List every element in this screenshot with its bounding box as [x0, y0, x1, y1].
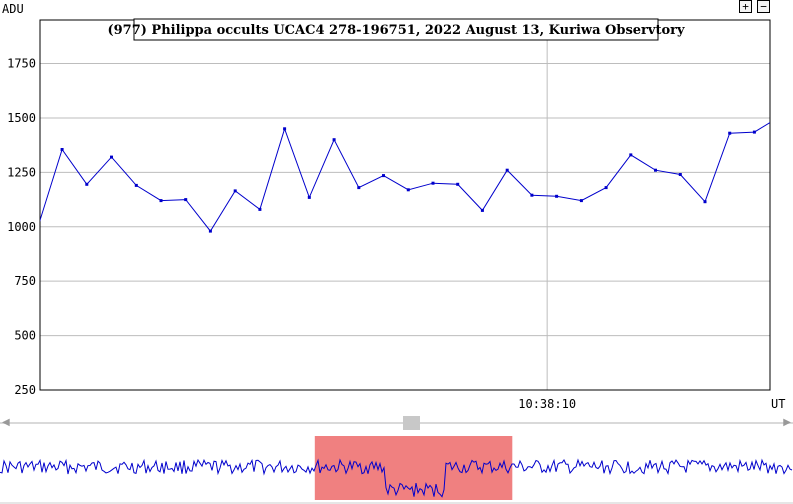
grid-lines	[40, 20, 770, 390]
data-point	[678, 173, 682, 176]
data-point	[208, 229, 212, 233]
x-tick-label: 10:38:10	[518, 397, 576, 411]
data-point	[752, 130, 756, 134]
data-point	[159, 199, 163, 203]
data-point	[505, 168, 509, 172]
data-point	[629, 153, 633, 157]
scrollbar-track[interactable]	[0, 422, 793, 424]
data-point	[431, 181, 435, 185]
data-point	[406, 188, 410, 192]
x-tick-labels: 10:38:1010:38:2010:38:3010:38:40	[518, 397, 576, 411]
data-point	[184, 198, 188, 202]
plot-frame	[39, 19, 771, 391]
data-point	[36, 227, 39, 230]
x-axis-label: UT	[771, 397, 785, 411]
overview-lightcurve	[0, 458, 793, 498]
data-point	[357, 186, 361, 190]
y-tick-label: 1250	[7, 165, 36, 179]
data-point	[728, 131, 732, 135]
y-tick-label: 1750	[7, 57, 36, 71]
data-point	[332, 138, 336, 142]
data-point	[258, 207, 262, 211]
y-tick-label: 500	[14, 329, 36, 343]
data-point	[110, 155, 113, 159]
data-point	[555, 194, 559, 198]
chart-title-box: (977) Philippa occults UCAC4 278-196751,…	[107, 18, 685, 41]
horizontal-scrollbar[interactable]: ◀ ▶	[0, 414, 793, 432]
zoom-out-button[interactable]: −	[757, 0, 770, 13]
y-tick-label: 750	[14, 274, 36, 288]
y-tick-label: 1000	[7, 220, 36, 234]
y-tick-labels: 250 500 750 1000 1250 1500 1750	[7, 57, 36, 397]
main-chart: 250 500 750 1000 1250 1500 1750 10:38:1010:38:…	[2, 2, 785, 411]
data-point	[579, 199, 583, 203]
data-point	[703, 200, 707, 204]
y-tick-label: 250	[14, 383, 36, 397]
data-point	[283, 127, 287, 131]
data-point	[233, 189, 237, 193]
data-point	[134, 183, 138, 187]
data-point	[778, 115, 781, 118]
y-axis-label: ADU	[2, 2, 24, 16]
y-tick-label: 1500	[7, 111, 36, 125]
data-point	[11, 214, 14, 217]
overview-strip[interactable]	[0, 433, 793, 504]
data-point	[382, 174, 385, 178]
scrollbar-thumb[interactable]	[403, 416, 420, 430]
data-point	[85, 182, 89, 186]
data-point	[307, 195, 311, 199]
data-point	[456, 182, 460, 186]
data-point	[530, 193, 534, 197]
scroll-right-icon[interactable]: ▶	[783, 417, 791, 428]
data-point	[654, 168, 657, 172]
series-layer	[11, 115, 781, 233]
data-point	[60, 148, 64, 151]
scroll-left-icon[interactable]: ◀	[2, 417, 10, 428]
data-point	[480, 208, 484, 212]
series-line	[40, 121, 770, 232]
zoom-in-button[interactable]: +	[739, 0, 752, 13]
chart-title: (977) Philippa occults UCAC4 278-196751,…	[107, 23, 685, 38]
data-point	[604, 186, 608, 190]
